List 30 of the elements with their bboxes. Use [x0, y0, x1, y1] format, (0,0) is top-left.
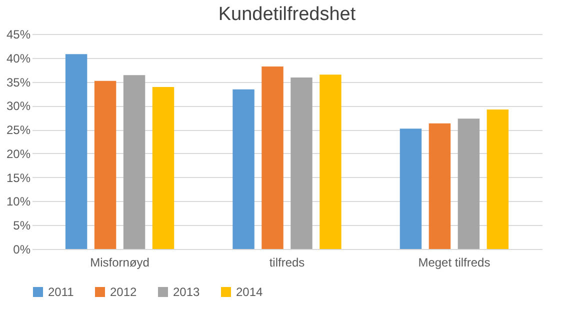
bar	[232, 89, 254, 249]
y-tick-label: 10%	[6, 194, 31, 209]
x-tick-label: Meget tilfreds	[418, 256, 490, 270]
bar	[152, 87, 174, 249]
y-tick-label: 40%	[6, 51, 31, 66]
x-tick-label: Misfornøyd	[90, 256, 150, 270]
y-tick-label: 20%	[6, 146, 31, 161]
bar	[320, 74, 342, 249]
x-tick-label: tilfreds	[269, 256, 305, 270]
bar	[486, 109, 509, 249]
bar	[400, 128, 422, 249]
bar	[290, 77, 312, 249]
bar	[65, 54, 88, 249]
y-tick-label: 35%	[6, 75, 31, 90]
legend-label: 2014	[236, 285, 264, 299]
bar	[262, 66, 284, 249]
y-tick-label: 0%	[13, 242, 31, 256]
bar	[94, 80, 116, 249]
legend-label: 2011	[48, 285, 74, 299]
legend-label: 2012	[110, 285, 138, 299]
bar	[458, 118, 480, 249]
bar	[123, 75, 146, 249]
y-tick-label: 45%	[6, 28, 31, 42]
legend-label: 2013	[173, 285, 200, 299]
chart-title: Kundetilfredshet	[218, 4, 356, 25]
y-tick-label: 5%	[13, 218, 31, 233]
y-tick-label: 15%	[6, 170, 31, 185]
bar	[428, 123, 451, 249]
y-tick-label: 30%	[6, 99, 31, 114]
y-tick-label: 25%	[6, 123, 31, 138]
